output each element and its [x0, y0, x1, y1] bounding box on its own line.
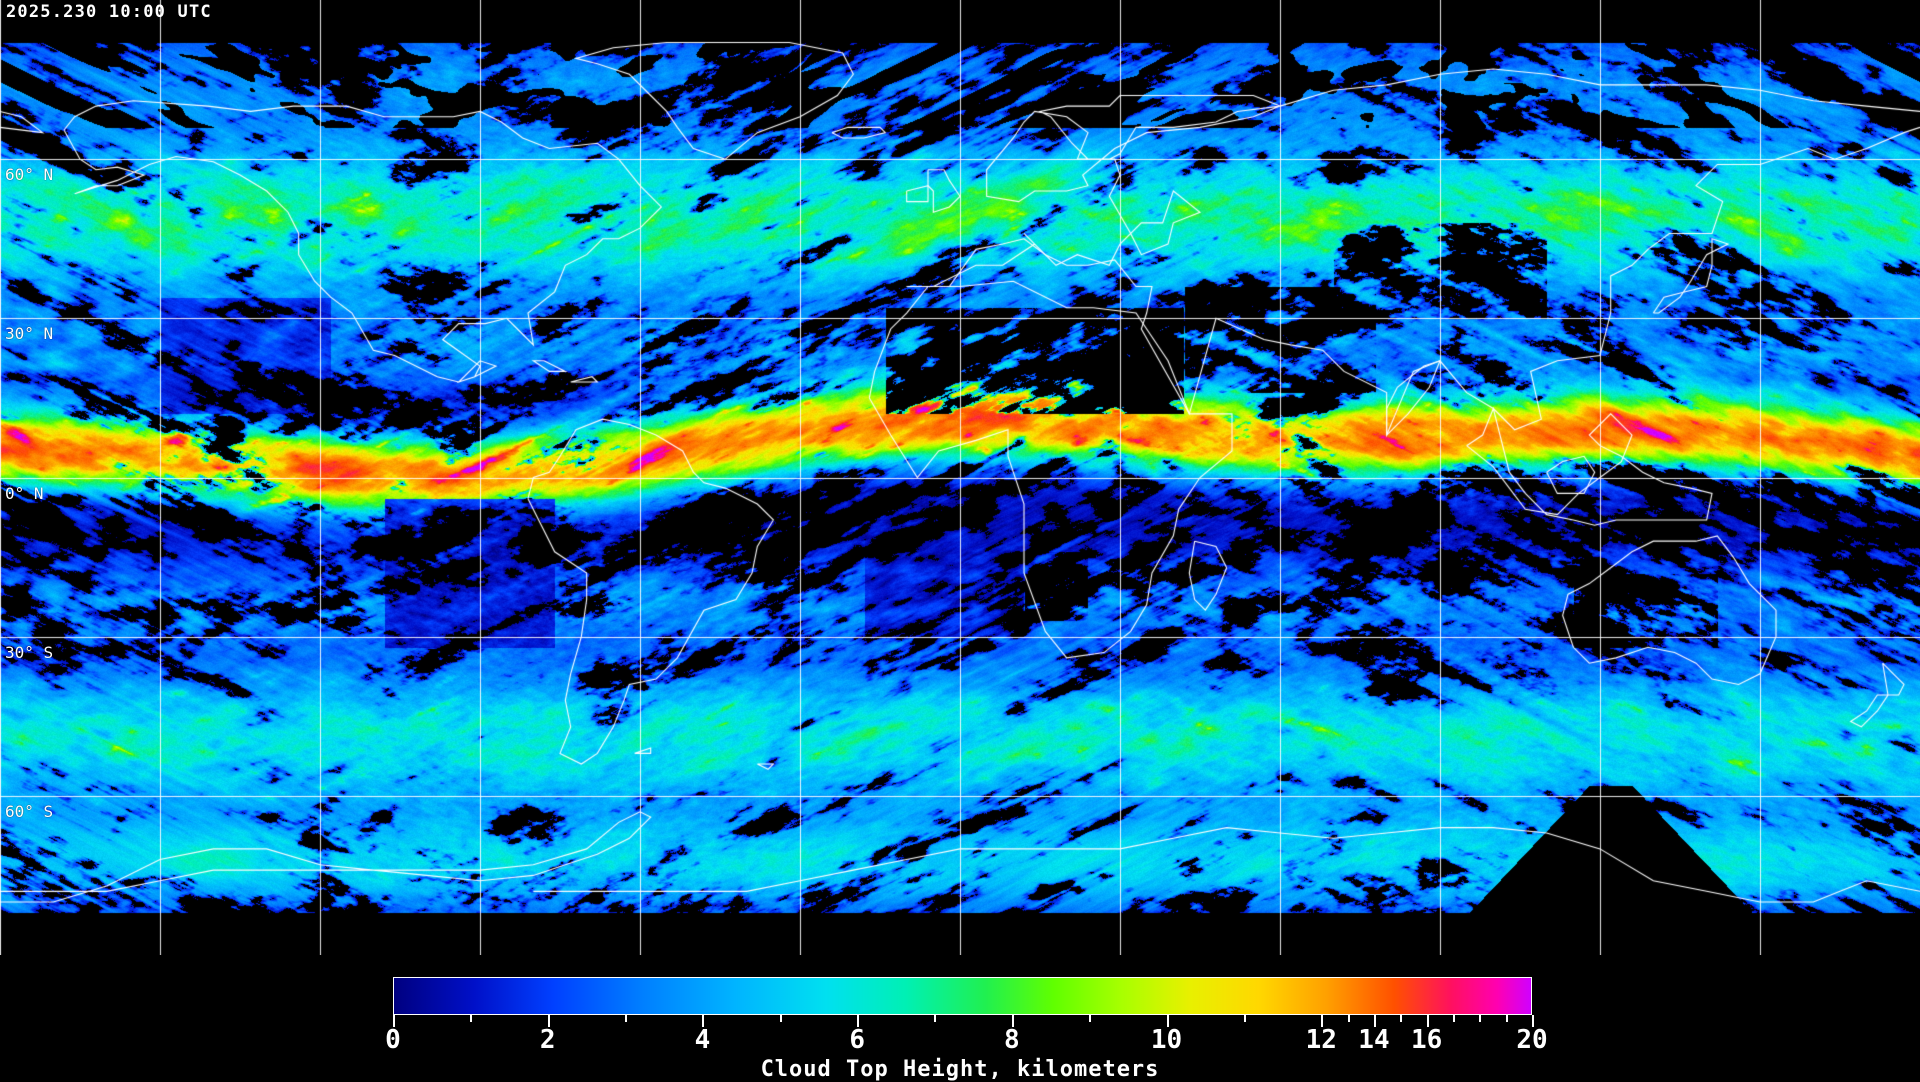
colorbar-tick-label: 14 [1358, 1025, 1390, 1055]
colorbar-major-tick [1373, 1015, 1376, 1027]
colorbar-tick-label: 20 [1516, 1025, 1548, 1055]
colorbar-region: 0 2 4 6 8 10 12 14 16 20 Cloud Top Height, kilome… [0, 955, 1920, 1082]
lat-label-60s: 60° S [5, 801, 54, 821]
colorbar-tick-labels: 0 2 4 6 8 10 12 14 16 20 [0, 1025, 1920, 1055]
timestamp-label: 2025.230 10:00 UTC [6, 2, 212, 22]
colorbar-minor-tick [1452, 1015, 1455, 1022]
colorbar-tick-label: 6 [849, 1025, 865, 1055]
colorbar-major-tick [702, 1015, 705, 1027]
colorbar-major-tick [1011, 1015, 1014, 1027]
colorbar-minor-tick [1505, 1015, 1508, 1022]
colorbar-minor-tick [934, 1015, 937, 1022]
colorbar-tick-label: 4 [694, 1025, 711, 1055]
colorbar-major-tick [547, 1015, 550, 1027]
colorbar-tick-label: 8 [1004, 1025, 1020, 1055]
lat-label-30n: 30° N [5, 324, 54, 344]
global-cloud-map[interactable]: 60° N 30° N 0° N 30° S 60° S [0, 0, 1920, 955]
colorbar-minor-tick [1479, 1015, 1482, 1022]
colorbar-tick-label: 2 [539, 1025, 556, 1055]
colorbar-minor-tick [1243, 1015, 1246, 1022]
colorbar-minor-tick [470, 1015, 473, 1022]
colorbar-tick-label: 0 [385, 1025, 401, 1055]
colorbar-major-tick [393, 1015, 395, 1027]
coastline-and-graticule-overlay [0, 0, 1920, 955]
lat-label-0n: 0° N [5, 483, 44, 503]
colorbar-major-tick [1532, 1015, 1534, 1027]
colorbar-major-tick [857, 1015, 860, 1027]
colorbar-major-tick [1166, 1015, 1169, 1027]
colorbar-major-tick [1321, 1015, 1324, 1027]
colorbar-tick-label: 10 [1150, 1025, 1183, 1055]
colorbar-gradient [393, 977, 1532, 1015]
colorbar-ticks [393, 1015, 1534, 1027]
colorbar-major-tick [1426, 1015, 1429, 1027]
lat-label-30s: 30° S [5, 642, 54, 662]
colorbar-minor-tick [1347, 1015, 1350, 1022]
colorbar-minor-tick [1400, 1015, 1403, 1022]
colorbar-minor-tick [1089, 1015, 1092, 1022]
lat-label-60n: 60° N [5, 165, 54, 185]
colorbar-tick-label: 16 [1410, 1025, 1443, 1055]
colorbar-tick-label: 12 [1305, 1025, 1337, 1055]
colorbar-title: Cloud Top Height, kilometers [760, 1057, 1160, 1082]
colorbar-minor-tick [625, 1015, 628, 1022]
colorbar-minor-tick [779, 1015, 782, 1022]
